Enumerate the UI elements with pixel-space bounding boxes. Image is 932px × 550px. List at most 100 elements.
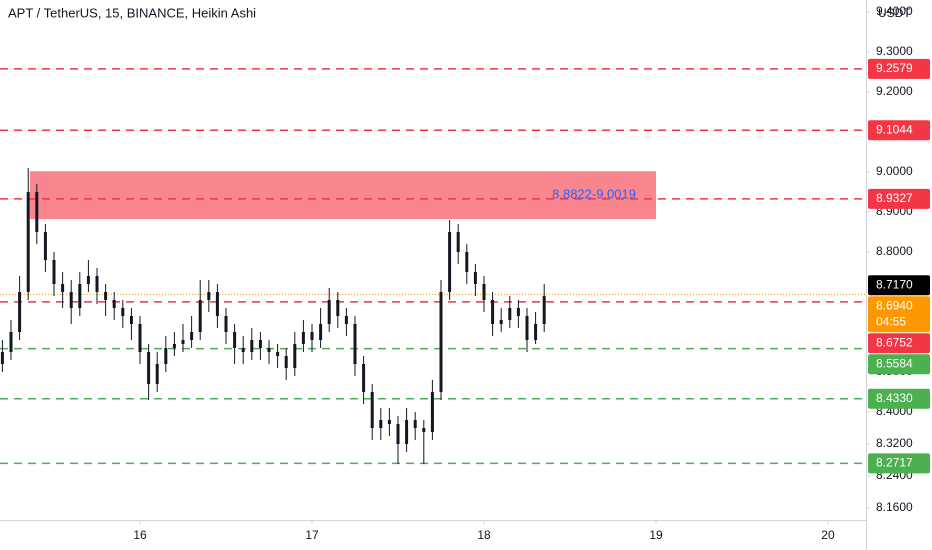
price-tag — [868, 275, 930, 296]
candle-body — [129, 316, 133, 324]
candle-body — [181, 340, 185, 344]
candle-body — [508, 308, 512, 320]
y-tick-label: 9.3000 — [876, 44, 913, 58]
price-tag — [868, 354, 930, 375]
candle-body — [52, 260, 56, 284]
x-tick-label: 18 — [477, 528, 491, 542]
candle-body — [405, 420, 409, 444]
zone-label: 8.8822-9.0019 — [552, 186, 636, 201]
candle-body — [198, 300, 202, 332]
candle-body — [258, 340, 262, 348]
price-tag — [868, 296, 930, 333]
x-tick-label: 17 — [305, 528, 319, 542]
price-tag — [868, 388, 930, 409]
candle-body — [35, 192, 39, 232]
candle-body — [276, 352, 280, 356]
candle-body — [164, 348, 168, 364]
currency-label: USDT — [878, 6, 911, 20]
candle-body — [491, 300, 495, 324]
candle-body — [465, 252, 469, 272]
price-tag — [868, 120, 930, 141]
candle-body — [542, 296, 546, 324]
price-tag-label: 8.7170 — [876, 277, 913, 291]
candle-body — [422, 428, 426, 432]
price-tag-label: 8.6752 — [876, 335, 913, 349]
candle-body — [319, 324, 323, 340]
candle-body — [61, 284, 65, 292]
candle-body — [95, 276, 99, 292]
candle-body — [138, 324, 142, 352]
candle-body — [430, 392, 434, 432]
candle-body — [482, 284, 486, 300]
candle-body — [78, 284, 82, 308]
candle-body — [448, 232, 452, 292]
candle-body — [43, 232, 47, 260]
candle-body — [250, 340, 254, 352]
candle-body — [456, 232, 460, 252]
candle-body — [233, 332, 237, 348]
candle-body — [267, 348, 271, 352]
price-tag-label: 9.2579 — [876, 61, 913, 75]
y-tick-label: 9.4000 — [876, 4, 913, 18]
candle-body — [215, 292, 219, 316]
candle-body — [9, 332, 13, 352]
y-tick-label: 8.3200 — [876, 436, 913, 450]
candle-body — [293, 344, 297, 368]
candle-body — [439, 292, 443, 392]
price-tag — [868, 58, 930, 79]
candle-body — [301, 332, 305, 344]
candle-body — [241, 348, 245, 352]
candle-body — [387, 420, 391, 424]
candle-body — [86, 276, 90, 284]
price-tag-label: 8.5584 — [876, 356, 913, 370]
price-tag-label: 8.9327 — [876, 191, 913, 205]
candle-body — [104, 292, 108, 300]
candle-body — [310, 332, 314, 340]
candle-body — [224, 316, 228, 332]
candle-body — [499, 320, 503, 324]
candle-body — [190, 332, 194, 340]
candle-body — [344, 316, 348, 324]
price-tag — [868, 453, 930, 474]
candle-body — [121, 308, 125, 316]
candle-body — [155, 364, 159, 384]
price-tag-label: 8.2717 — [876, 455, 913, 469]
candle-body — [473, 272, 477, 284]
candle-body — [525, 316, 529, 340]
candle-body — [112, 300, 116, 308]
y-tick-label: 8.1600 — [876, 500, 913, 514]
price-tag-label: 9.1044 — [876, 122, 913, 136]
candle-body — [172, 344, 176, 348]
candle-body — [18, 292, 22, 332]
candle-body — [69, 292, 73, 308]
y-tick-label: 9.2000 — [876, 84, 913, 98]
candle-body — [0, 352, 4, 364]
candle-body — [147, 352, 151, 384]
y-tick-label: 9.0000 — [876, 164, 913, 178]
price-tag-label: 8.4330 — [876, 391, 913, 405]
y-tick-label: 8.8000 — [876, 244, 913, 258]
candle-body — [413, 420, 417, 428]
candle-body — [336, 300, 340, 316]
candle-body — [207, 292, 211, 300]
x-tick-label: 20 — [821, 528, 835, 542]
x-tick-label: 19 — [649, 528, 663, 542]
candle-body — [353, 324, 357, 364]
candle-body — [379, 420, 383, 428]
candle-body — [284, 356, 288, 368]
candle-body — [516, 308, 520, 316]
zone — [29, 171, 656, 220]
price-tag — [868, 333, 930, 354]
x-tick-label: 16 — [133, 528, 147, 542]
plot-area — [0, 68, 866, 465]
candle-body — [534, 324, 538, 340]
candle-body — [362, 364, 366, 392]
candle-body — [370, 392, 374, 428]
chart-title: APT / TetherUS, 15, BINANCE, Heikin Ashi — [8, 5, 256, 20]
candle-body — [26, 192, 30, 292]
price-tag — [868, 188, 930, 209]
candle-body — [396, 424, 400, 444]
candle-body — [327, 300, 331, 324]
